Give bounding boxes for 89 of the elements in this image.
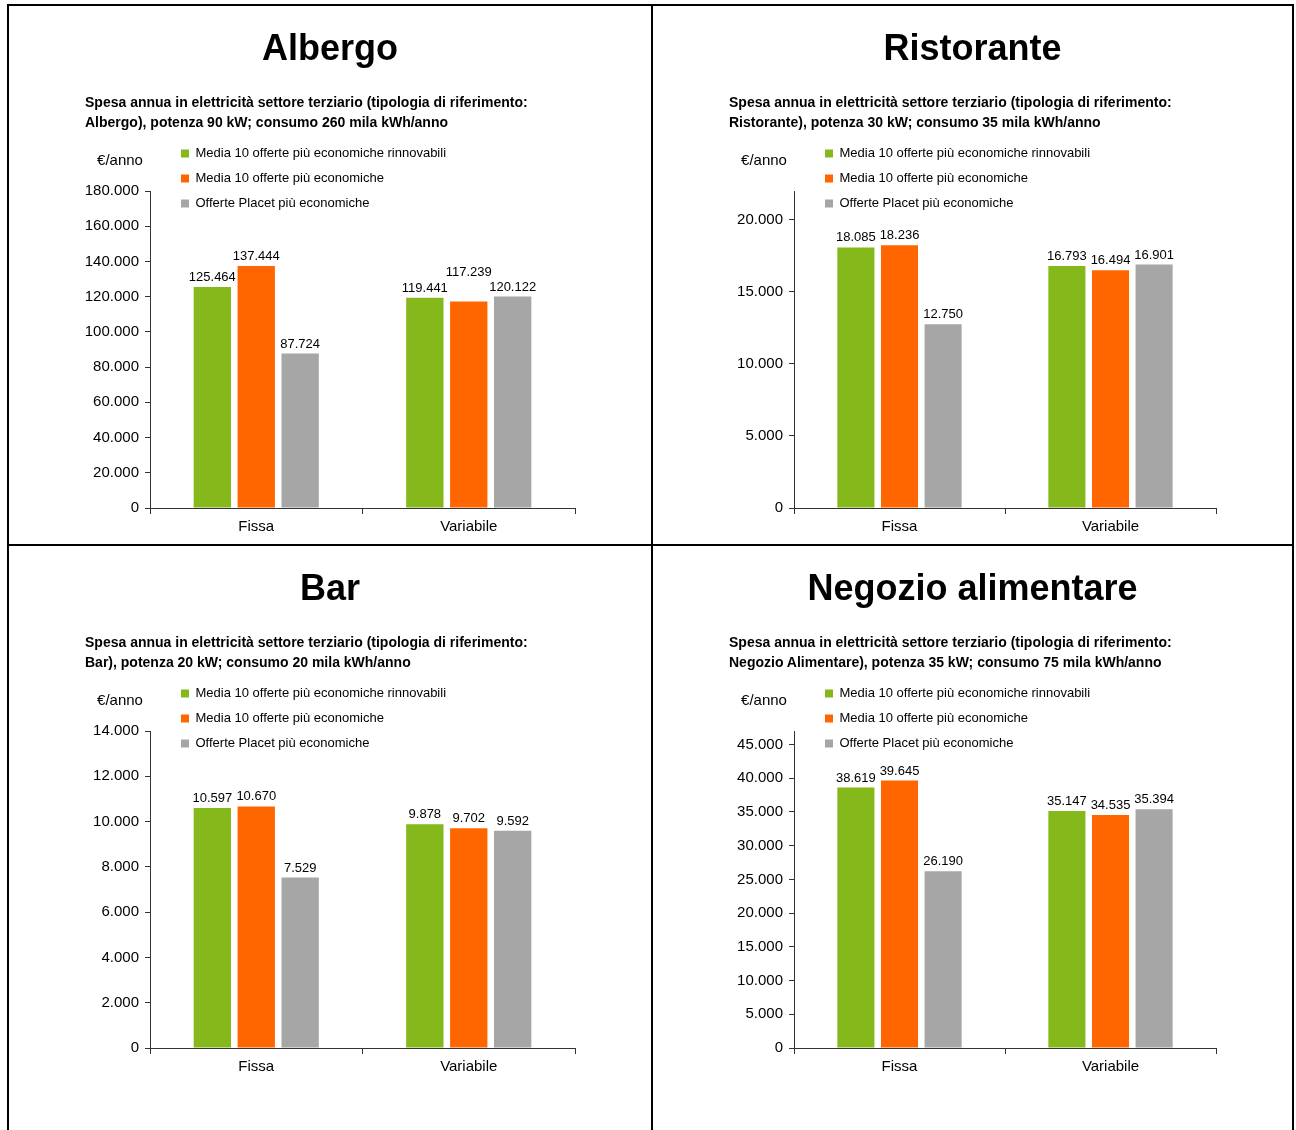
legend-label: Media 10 offerte più economiche xyxy=(839,710,1028,726)
data-label: 137.444 xyxy=(232,248,280,264)
y-tick-label: 100.000 xyxy=(84,322,139,340)
legend-label: Media 10 offerte più economiche rinnovabili xyxy=(839,685,1091,701)
y-tick-label: 0 xyxy=(130,1038,139,1056)
x-tick-label: Variabile xyxy=(1081,517,1140,535)
chart-subtitle: Spesa annua in elettricità settore terziario (tipologia di riferimento: Ristorante), potenza 30 kW; consumo 35 mila kWh/anno xyxy=(729,93,1173,132)
x-tick-label: Variabile xyxy=(440,517,498,535)
x-tick-label: Fissa xyxy=(881,1057,919,1075)
y-tick-label: 0 xyxy=(774,1038,783,1056)
data-label: 120.122 xyxy=(489,278,537,294)
data-label: 119.441 xyxy=(401,279,448,295)
y-tick-label: 25.000 xyxy=(737,869,783,887)
y-tick-label: 8.000 xyxy=(101,857,139,874)
x-tick-label: Fissa xyxy=(881,517,919,535)
legend-label: Offerte Placet più economiche xyxy=(839,735,1014,751)
data-label: 38.619 xyxy=(836,769,876,785)
legend-label: Media 10 offerte più economiche rinnovabili xyxy=(195,145,447,161)
legend-label: Offerte Placet più economiche xyxy=(195,195,370,211)
data-label: 34.535 xyxy=(1090,797,1131,813)
legend-label: Media 10 offerte più economiche rinnovabili xyxy=(195,685,447,701)
legend-label: Media 10 offerte più economiche rinnovabili xyxy=(839,145,1091,161)
data-label: 7.529 xyxy=(283,859,317,875)
y-tick-label: 15.000 xyxy=(737,282,783,299)
y-tick-label: 45.000 xyxy=(737,734,783,752)
data-label: 35.394 xyxy=(1134,791,1174,807)
y-tick-label: 10.000 xyxy=(93,811,139,829)
legend-label: Media 10 offerte più economiche xyxy=(839,170,1028,186)
x-tick-label: Fissa xyxy=(238,517,275,535)
y-axis-title: €/anno xyxy=(96,150,144,170)
data-label: 12.750 xyxy=(923,306,963,322)
y-tick-label: 4.000 xyxy=(101,947,139,965)
y-tick-label: 160.000 xyxy=(84,216,139,234)
y-tick-label: 30.000 xyxy=(737,835,783,853)
data-label: 39.645 xyxy=(879,762,920,778)
legend-label: Media 10 offerte più economiche xyxy=(195,710,384,726)
y-tick-label: 60.000 xyxy=(93,392,139,410)
data-label: 18.085 xyxy=(836,229,876,245)
data-label: 26.190 xyxy=(923,853,963,869)
data-label: 87.724 xyxy=(280,335,321,351)
y-tick-label: 120.000 xyxy=(84,286,139,304)
data-label: 18.236 xyxy=(879,227,920,243)
y-tick-label: 14.000 xyxy=(93,721,139,739)
data-label: 35.147 xyxy=(1047,793,1087,809)
y-tick-label: 0 xyxy=(774,498,783,516)
chart-subtitle: Spesa annua in elettricità settore terziario (tipologia di riferimento: Albergo), potenza 90 kW; consumo 260 mila kWh/anno xyxy=(85,93,529,132)
chart-title: Ristorante xyxy=(882,26,1063,70)
legend-label: Offerte Placet più economiche xyxy=(195,735,370,751)
y-tick-label: 40.000 xyxy=(737,768,783,786)
y-tick-label: 0 xyxy=(130,498,139,516)
chart-title: Albergo xyxy=(261,26,399,70)
y-axis-title: €/anno xyxy=(740,150,788,170)
data-label: 16.494 xyxy=(1090,252,1131,268)
data-label: 10.670 xyxy=(236,788,277,804)
data-label: 117.239 xyxy=(445,263,492,279)
y-tick-label: 20.000 xyxy=(737,209,783,227)
y-tick-label: 6.000 xyxy=(101,902,139,920)
y-tick-label: 15.000 xyxy=(737,936,783,954)
y-tick-label: 180.000 xyxy=(84,181,139,199)
data-label: 16.793 xyxy=(1047,248,1087,264)
y-tick-label: 40.000 xyxy=(93,427,139,445)
chart-subtitle: Spesa annua in elettricità settore terziario (tipologia di riferimento: Bar), potenza 20 kW; consumo 20 mila kWh/anno xyxy=(85,633,529,672)
y-tick-label: 10.000 xyxy=(737,354,783,372)
y-tick-label: 20.000 xyxy=(737,903,783,921)
y-axis-title: €/anno xyxy=(96,690,144,710)
y-tick-label: 5.000 xyxy=(745,1004,783,1022)
data-label: 16.901 xyxy=(1134,246,1174,262)
y-tick-label: 12.000 xyxy=(93,766,139,784)
y-tick-label: 80.000 xyxy=(93,357,139,375)
data-label: 9.878 xyxy=(408,806,442,822)
chart-subtitle: Spesa annua in elettricità settore terziario (tipologia di riferimento: Negozio Alimentare), potenza 35 kW; consumo 75 mila kWh/anno xyxy=(729,633,1173,672)
y-tick-label: 5.000 xyxy=(745,426,783,444)
chart-title: Bar xyxy=(299,566,361,610)
x-tick-label: Fissa xyxy=(238,1057,275,1075)
y-tick-label: 10.000 xyxy=(737,970,783,988)
y-tick-label: 140.000 xyxy=(84,251,139,269)
data-label: 9.702 xyxy=(452,810,486,826)
chart-title: Negozio alimentare xyxy=(806,566,1139,610)
legend-label: Media 10 offerte più economiche xyxy=(195,170,384,186)
legend-label: Offerte Placet più economiche xyxy=(839,195,1014,211)
data-label: 9.592 xyxy=(496,812,529,828)
y-tick-label: 35.000 xyxy=(737,802,783,820)
x-tick-label: Variabile xyxy=(1081,1057,1140,1075)
data-label: 125.464 xyxy=(188,269,236,285)
data-label: 10.597 xyxy=(192,790,233,806)
y-tick-label: 2.000 xyxy=(101,992,139,1010)
x-tick-label: Variabile xyxy=(440,1057,498,1075)
y-tick-label: 20.000 xyxy=(93,462,139,480)
y-axis-title: €/anno xyxy=(740,690,788,710)
